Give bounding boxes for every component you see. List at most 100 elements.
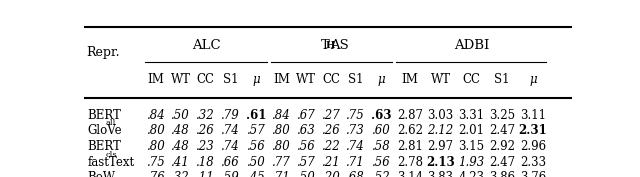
Text: .56: .56 xyxy=(246,140,265,153)
Text: 3.15: 3.15 xyxy=(458,140,484,153)
Text: AS: AS xyxy=(330,39,349,52)
Text: Repr.: Repr. xyxy=(86,46,120,59)
Text: ALC: ALC xyxy=(192,39,221,52)
Text: .66: .66 xyxy=(221,156,239,169)
Text: 4.23: 4.23 xyxy=(458,172,484,177)
Text: WT: WT xyxy=(171,73,191,86)
Text: 2.33: 2.33 xyxy=(520,156,546,169)
Text: .63: .63 xyxy=(371,109,392,122)
Text: μ: μ xyxy=(252,73,260,86)
Text: 3.76: 3.76 xyxy=(520,172,546,177)
Text: all: all xyxy=(106,119,116,127)
Text: 2.78: 2.78 xyxy=(397,156,423,169)
Text: CC: CC xyxy=(462,73,481,86)
Text: 3.25: 3.25 xyxy=(489,109,515,122)
Text: .76: .76 xyxy=(147,172,165,177)
Text: 3.03: 3.03 xyxy=(428,109,454,122)
Text: cls: cls xyxy=(106,151,117,159)
Text: .50: .50 xyxy=(172,109,190,122)
Text: .74: .74 xyxy=(221,140,239,153)
Text: 2.96: 2.96 xyxy=(520,140,546,153)
Text: .50: .50 xyxy=(297,172,316,177)
Text: 2.87: 2.87 xyxy=(397,109,423,122)
Text: 3.14: 3.14 xyxy=(397,172,423,177)
Text: μ: μ xyxy=(529,73,537,86)
Text: .84: .84 xyxy=(272,109,291,122)
Text: .21: .21 xyxy=(322,156,340,169)
Text: .52: .52 xyxy=(372,172,390,177)
Text: 2.92: 2.92 xyxy=(489,140,515,153)
Text: 3.86: 3.86 xyxy=(489,172,515,177)
Text: .57: .57 xyxy=(246,124,265,138)
Text: .23: .23 xyxy=(196,140,215,153)
Text: .11: .11 xyxy=(196,172,215,177)
Text: IM: IM xyxy=(147,73,164,86)
Text: BoW: BoW xyxy=(88,172,115,177)
Text: CC: CC xyxy=(322,73,340,86)
Text: .41: .41 xyxy=(172,156,190,169)
Text: .74: .74 xyxy=(221,124,239,138)
Text: 2.12: 2.12 xyxy=(428,124,454,138)
Text: .56: .56 xyxy=(297,140,316,153)
Text: .26: .26 xyxy=(322,124,340,138)
Text: .45: .45 xyxy=(246,172,265,177)
Text: IM: IM xyxy=(273,73,290,86)
Text: GloVe: GloVe xyxy=(88,124,122,138)
Text: .50: .50 xyxy=(246,156,265,169)
Text: BERT: BERT xyxy=(88,140,122,153)
Text: ADBI: ADBI xyxy=(454,39,489,52)
Text: .48: .48 xyxy=(172,124,190,138)
Text: 2.31: 2.31 xyxy=(518,124,547,138)
Text: .75: .75 xyxy=(346,109,365,122)
Text: .20: .20 xyxy=(322,172,340,177)
Text: fastText: fastText xyxy=(88,156,134,169)
Text: .75: .75 xyxy=(147,156,165,169)
Text: 2.47: 2.47 xyxy=(489,156,515,169)
Text: BERT: BERT xyxy=(88,109,122,122)
Text: .26: .26 xyxy=(196,124,215,138)
Text: μ: μ xyxy=(378,73,385,86)
Text: .71: .71 xyxy=(272,172,291,177)
Text: .74: .74 xyxy=(346,140,365,153)
Text: .77: .77 xyxy=(272,156,291,169)
Text: 2.01: 2.01 xyxy=(458,124,484,138)
Text: .80: .80 xyxy=(147,124,165,138)
Text: .22: .22 xyxy=(322,140,340,153)
Text: H: H xyxy=(325,41,335,50)
Text: .58: .58 xyxy=(372,140,390,153)
Text: .18: .18 xyxy=(196,156,215,169)
Text: .80: .80 xyxy=(147,140,165,153)
Text: 2.47: 2.47 xyxy=(489,124,515,138)
Text: 2.81: 2.81 xyxy=(397,140,423,153)
Text: .59: .59 xyxy=(221,172,239,177)
Text: IM: IM xyxy=(401,73,419,86)
Text: .68: .68 xyxy=(346,172,365,177)
Text: .73: .73 xyxy=(346,124,365,138)
Text: 3.11: 3.11 xyxy=(520,109,546,122)
Text: .57: .57 xyxy=(297,156,316,169)
Text: .67: .67 xyxy=(297,109,316,122)
Text: CC: CC xyxy=(196,73,214,86)
Text: T: T xyxy=(321,39,330,52)
Text: .80: .80 xyxy=(272,124,291,138)
Text: .32: .32 xyxy=(196,109,215,122)
Text: S1: S1 xyxy=(348,73,364,86)
Text: 2.97: 2.97 xyxy=(428,140,454,153)
Text: S1: S1 xyxy=(223,73,238,86)
Text: WT: WT xyxy=(431,73,451,86)
Text: .27: .27 xyxy=(322,109,340,122)
Text: .48: .48 xyxy=(172,140,190,153)
Text: .71: .71 xyxy=(346,156,365,169)
Text: .61: .61 xyxy=(246,109,266,122)
Text: .80: .80 xyxy=(272,140,291,153)
Text: 3.31: 3.31 xyxy=(458,109,484,122)
Text: 3.83: 3.83 xyxy=(428,172,454,177)
Text: .84: .84 xyxy=(147,109,165,122)
Text: 1.93: 1.93 xyxy=(458,156,484,169)
Text: 2.13: 2.13 xyxy=(426,156,455,169)
Text: .79: .79 xyxy=(221,109,239,122)
Text: .60: .60 xyxy=(372,124,390,138)
Text: .32: .32 xyxy=(172,172,190,177)
Text: 2.62: 2.62 xyxy=(397,124,423,138)
Text: WT: WT xyxy=(296,73,316,86)
